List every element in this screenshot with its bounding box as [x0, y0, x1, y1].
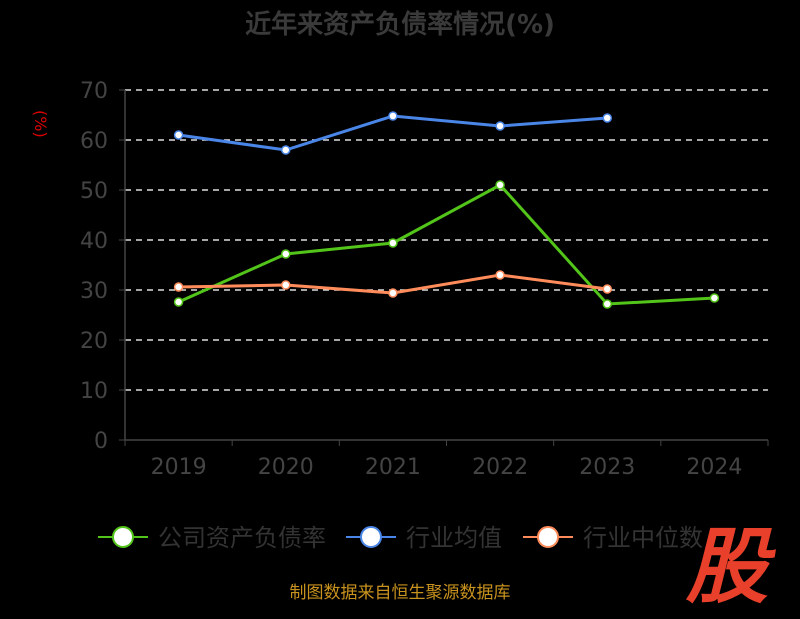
data-point — [173, 282, 184, 292]
x-tick-label: 2023 — [579, 455, 635, 480]
legend-label: 行业均值 — [406, 524, 502, 552]
data-point — [602, 284, 612, 294]
y-tick-label: 50 — [80, 179, 108, 204]
data-point — [281, 280, 291, 290]
watermark-logo: 股 — [686, 520, 768, 615]
data-point — [388, 288, 398, 298]
legend-label: 公司资产负债率 — [158, 524, 326, 552]
x-tick-label: 2021 — [365, 455, 421, 480]
y-tick-label: 20 — [80, 329, 108, 354]
line-chart: 0 10 20 30 40 50 60 70 2019 2020 2021 2022 2023 2024 公… — [80, 79, 769, 552]
data-point — [495, 180, 505, 190]
y-tick-label: 70 — [80, 79, 108, 104]
data-point — [388, 238, 398, 248]
data-point — [602, 113, 612, 123]
y-tick-label: 0 — [94, 429, 108, 454]
x-tick-label: 2022 — [472, 455, 528, 480]
data-point — [495, 121, 505, 131]
data-point — [388, 111, 398, 121]
y-tick-label: 10 — [80, 379, 108, 404]
legend-label: 行业中位数 — [583, 524, 703, 552]
data-point — [173, 130, 184, 140]
y-tick-label: 30 — [80, 279, 108, 304]
legend-marker — [112, 526, 134, 548]
y-tick-label: 60 — [80, 129, 108, 154]
y-tick-label: 40 — [80, 229, 108, 254]
x-tick-label: 2019 — [151, 455, 207, 480]
x-tick-label: 2020 — [258, 455, 314, 480]
legend-marker — [537, 526, 559, 548]
data-point — [709, 293, 720, 303]
source-note: 制图数据来自恒生聚源数据库 — [289, 583, 511, 603]
data-point — [281, 145, 291, 155]
data-point — [173, 297, 184, 307]
series-line-0 — [177, 183, 715, 306]
data-point — [281, 249, 291, 259]
x-tick-label: 2024 — [686, 455, 742, 480]
series-line-1 — [178, 114, 608, 152]
data-point — [495, 270, 505, 280]
legend-marker — [360, 526, 382, 548]
chart-title: 近年来资产负债率情况(%) — [245, 10, 555, 40]
data-point — [602, 299, 612, 309]
